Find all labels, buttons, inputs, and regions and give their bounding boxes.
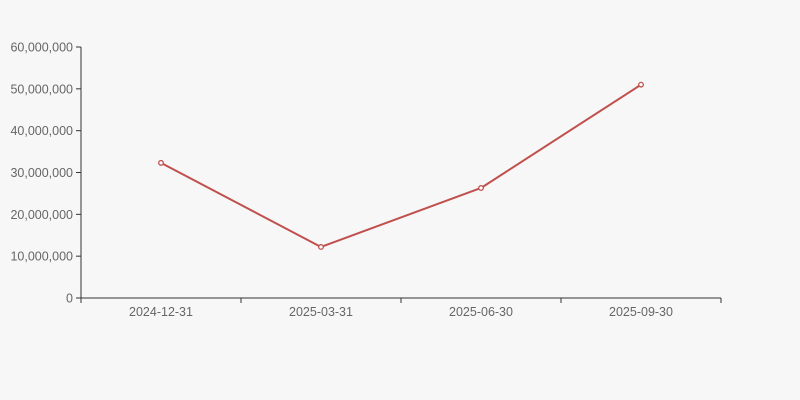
- y-tick-label: 30,000,000: [10, 166, 73, 180]
- line-series: [160, 83, 642, 248]
- x-tick-label: 2025-06-30: [449, 305, 513, 319]
- x-tick-label: 2025-03-31: [289, 305, 353, 319]
- y-tick-label: 10,000,000: [10, 250, 73, 264]
- y-tick-label: 0: [66, 292, 73, 306]
- y-tick-label: 20,000,000: [10, 208, 73, 222]
- y-tick-label: 50,000,000: [10, 82, 73, 96]
- x-tick-label: 2025-09-30: [609, 305, 673, 319]
- data-point-marker[interactable]: [318, 244, 324, 250]
- y-tick-label: 60,000,000: [10, 41, 73, 55]
- data-point-marker[interactable]: [478, 185, 484, 191]
- x-tick-label: 2024-12-31: [129, 305, 193, 319]
- data-point-marker[interactable]: [638, 81, 644, 88]
- data-point-marker[interactable]: [158, 159, 164, 166]
- y-tick-label: 40,000,000: [10, 124, 73, 138]
